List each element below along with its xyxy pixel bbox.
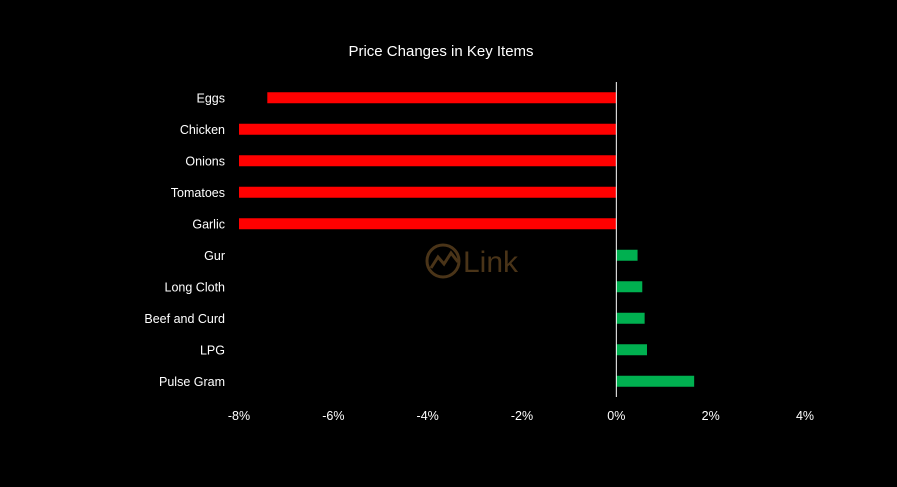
bar-beef-and-curd [616,312,645,324]
bar-eggs [267,92,617,104]
x-tick-label: 4% [796,409,814,423]
watermark-text: Link [463,246,519,279]
category-label-eggs: Eggs [197,91,226,105]
bar-pulse-gram [616,375,695,387]
category-label-pulse-gram: Pulse Gram [159,375,225,389]
x-tick-label: -8% [228,409,250,423]
category-label-gur: Gur [204,249,225,263]
x-tick-label: -4% [417,409,439,423]
bar-chicken [239,123,617,135]
x-tick-label: -6% [322,409,344,423]
category-label-onions: Onions [185,154,225,168]
bar-onions [239,155,617,167]
chart-title: Price Changes in Key Items [348,43,533,60]
category-label-lpg: LPG [200,343,225,357]
category-label-beef-and-curd: Beef and Curd [144,312,225,326]
bar-long-cloth [616,281,643,293]
x-tick-labels: -8% -6% -4% -2% 0% 2% 4% [228,409,814,423]
x-tick-label: -2% [511,409,533,423]
bar-gur [616,249,638,261]
bar-tomatoes [239,186,617,198]
x-tick-label: 0% [607,409,625,423]
category-label-garlic: Garlic [192,217,225,231]
category-label-long-cloth: Long Cloth [165,280,226,294]
watermark: Link [425,243,519,279]
watermark-logo-icon [425,243,461,279]
category-label-chicken: Chicken [180,123,225,137]
category-labels: Eggs Chicken Onions Tomatoes Garlic Gur Long C… [144,91,225,389]
category-label-tomatoes: Tomatoes [171,186,225,200]
bar-garlic [239,218,617,230]
bars-group [239,92,695,387]
x-tick-label: 2% [702,409,720,423]
bar-lpg [616,344,647,356]
